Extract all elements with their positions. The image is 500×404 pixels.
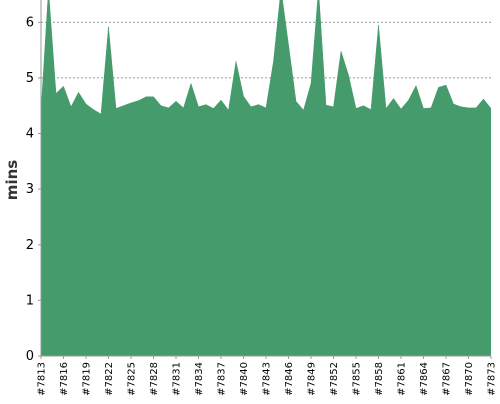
- data-point: [490, 107, 493, 110]
- data-point: [160, 104, 163, 107]
- data-point: [62, 85, 65, 88]
- data-point: [392, 97, 395, 100]
- x-tick-label: #7840: [239, 362, 250, 396]
- x-tick-label: #7828: [149, 362, 160, 396]
- data-point: [205, 103, 208, 106]
- x-tick-label: #7858: [374, 362, 385, 396]
- x-tick-label: #7822: [104, 362, 115, 396]
- data-point: [77, 91, 80, 94]
- data-point: [460, 105, 463, 108]
- data-point: [265, 106, 268, 109]
- data-point: [430, 106, 433, 109]
- data-point: [452, 103, 455, 106]
- data-point: [250, 105, 253, 108]
- data-point: [55, 92, 58, 95]
- data-point: [70, 105, 73, 108]
- data-point: [145, 95, 148, 98]
- data-point: [362, 104, 365, 107]
- y-tick-label: 0: [26, 349, 34, 364]
- data-point: [325, 104, 328, 107]
- data-point: [212, 107, 215, 110]
- data-point: [302, 109, 305, 112]
- data-point: [340, 50, 343, 53]
- x-tick-label: #7861: [397, 362, 408, 396]
- data-point: [482, 98, 485, 101]
- data-point: [377, 24, 380, 27]
- x-tick-label: #7843: [262, 362, 273, 396]
- data-point: [385, 107, 388, 110]
- x-tick-label: #7837: [217, 362, 228, 396]
- x-tick-label: #7831: [172, 362, 183, 396]
- area-layer: [41, 0, 493, 356]
- data-point: [130, 101, 133, 104]
- data-point: [167, 106, 170, 109]
- x-tick-label: #7816: [59, 362, 70, 396]
- data-point: [370, 108, 373, 111]
- y-axis-label: mins: [3, 160, 21, 200]
- data-point: [467, 106, 470, 109]
- data-point: [100, 113, 103, 116]
- y-tick-labels: 0 1 2 3 4 5 6: [26, 15, 41, 364]
- x-tick-label: #7849: [307, 362, 318, 396]
- data-point: [122, 104, 125, 107]
- data-point: [355, 107, 358, 110]
- data-point: [137, 99, 140, 102]
- data-point: [175, 100, 178, 103]
- y-tick-label: 5: [26, 71, 34, 86]
- x-tick-label: #7834: [194, 362, 205, 396]
- area-series: [41, 0, 491, 356]
- data-point: [257, 103, 260, 106]
- data-point: [347, 74, 350, 77]
- data-point: [272, 60, 275, 63]
- data-point: [415, 84, 418, 87]
- data-point: [332, 105, 335, 108]
- data-point: [227, 109, 230, 112]
- data-point: [235, 60, 238, 63]
- data-point: [197, 105, 200, 108]
- data-point: [152, 95, 155, 98]
- data-point: [475, 106, 478, 109]
- x-tick-label: #7813: [37, 362, 48, 396]
- x-tick-label: #7819: [82, 362, 93, 396]
- data-point: [310, 82, 313, 85]
- x-tick-label: #7864: [419, 362, 430, 396]
- data-point: [92, 108, 95, 111]
- y-tick-label: 4: [26, 127, 34, 142]
- data-point: [107, 25, 110, 28]
- x-tick-label: #7852: [329, 362, 340, 396]
- data-point: [190, 82, 193, 85]
- x-tick-label: #7867: [442, 362, 453, 396]
- data-point: [400, 108, 403, 111]
- data-point: [407, 99, 410, 102]
- data-point: [445, 84, 448, 87]
- data-point: [220, 99, 223, 102]
- data-point: [287, 43, 290, 46]
- x-tick-label: #7825: [127, 362, 138, 396]
- x-tick-label: #7870: [464, 362, 475, 396]
- y-tick-label: 3: [26, 182, 34, 197]
- y-tick-label: 2: [26, 238, 34, 253]
- data-point: [85, 103, 88, 106]
- y-tick-label: 6: [26, 15, 34, 30]
- x-tick-labels: #7813 #7816 #7819 #7822 #7825 #7828 #7831 #7834…: [37, 356, 498, 396]
- data-point: [242, 95, 245, 98]
- data-point: [422, 107, 425, 110]
- x-tick-label: #7846: [284, 362, 295, 396]
- data-point: [115, 107, 118, 110]
- y-tick-label: 1: [26, 293, 34, 308]
- x-tick-label: #7873: [487, 362, 498, 396]
- data-point: [437, 86, 440, 89]
- x-tick-label: #7855: [352, 362, 363, 396]
- data-point: [295, 100, 298, 103]
- data-point: [182, 106, 185, 109]
